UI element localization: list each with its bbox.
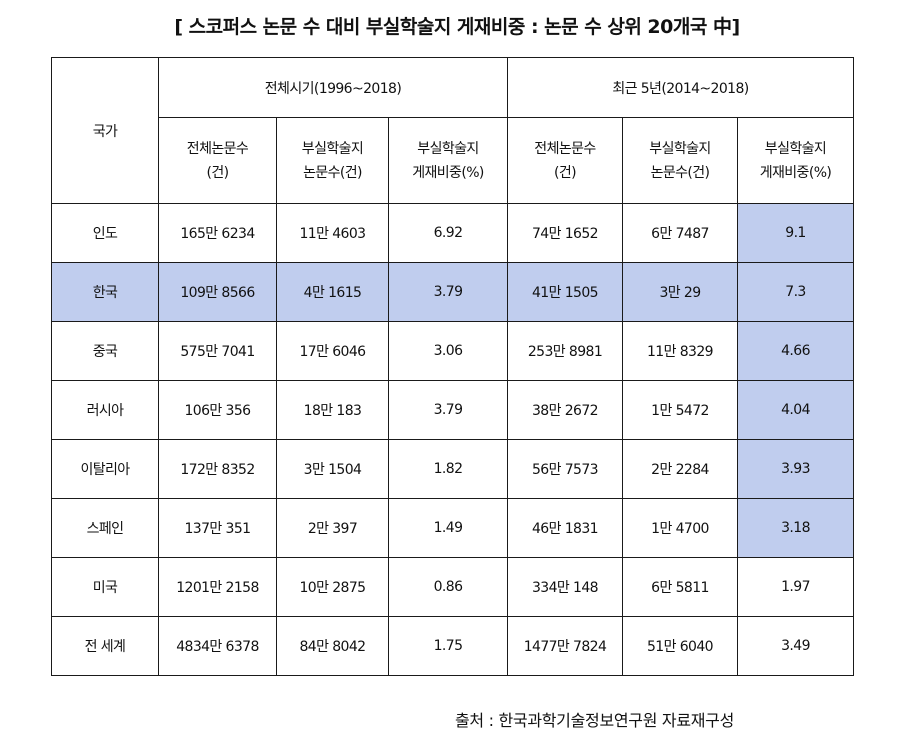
all-total-cell: 575만 7041 xyxy=(158,321,277,381)
recent-total-cell: 56만 7573 xyxy=(507,439,623,499)
all-total-cell: 1201만 2158 xyxy=(158,557,277,617)
table-row: 러시아 106만 356 18만 183 3.79 38만 2672 1만 54… xyxy=(51,380,854,440)
country-cell: 러시아 xyxy=(51,380,159,440)
col-header-all-predatory: 부실학술지 논문수(건) xyxy=(276,117,389,204)
all-share-cell: 3.79 xyxy=(388,380,508,440)
all-predatory-cell: 18만 183 xyxy=(276,380,389,440)
table-row: 이탈리아 172만 8352 3만 1504 1.82 56만 7573 2만 … xyxy=(51,439,854,499)
table-row-korea-highlighted: 한국 109만 8566 4만 1615 3.79 41만 1505 3만 29… xyxy=(51,262,854,322)
recent-total-cell: 74만 1652 xyxy=(507,203,623,263)
recent-total-cell: 38만 2672 xyxy=(507,380,623,440)
recent-total-cell: 334만 148 xyxy=(507,557,623,617)
country-cell: 미국 xyxy=(51,557,159,617)
country-header: 국가 xyxy=(51,57,159,204)
country-cell: 인도 xyxy=(51,203,159,263)
recent-total-cell: 46만 1831 xyxy=(507,498,623,558)
recent-total-cell: 253만 8981 xyxy=(507,321,623,381)
table-row: 인도 165만 6234 11만 4603 6.92 74만 1652 6만 7… xyxy=(51,203,854,263)
all-share-cell: 6.92 xyxy=(388,203,508,263)
col-header-recent-share: 부실학술지 게재비중(%) xyxy=(737,117,854,204)
all-total-cell: 109만 8566 xyxy=(158,262,277,322)
all-predatory-cell: 17만 6046 xyxy=(276,321,389,381)
source-note: 출처 : 한국과학기술정보연구원 자료재구성 xyxy=(455,711,735,730)
all-predatory-cell: 4만 1615 xyxy=(276,262,389,322)
all-total-cell: 165만 6234 xyxy=(158,203,277,263)
recent-share-cell: 7.3 xyxy=(737,262,854,322)
table-row: 미국 1201만 2158 10만 2875 0.86 334만 148 6만 … xyxy=(51,557,854,617)
country-cell: 스페인 xyxy=(51,498,159,558)
all-predatory-cell: 2만 397 xyxy=(276,498,389,558)
country-cell: 전 세계 xyxy=(51,616,159,676)
all-predatory-cell: 11만 4603 xyxy=(276,203,389,263)
all-share-cell: 1.49 xyxy=(388,498,508,558)
recent-share-cell: 1.97 xyxy=(737,557,854,617)
table-row: 중국 575만 7041 17만 6046 3.06 253만 8981 11만… xyxy=(51,321,854,381)
table-row: 스페인 137만 351 2만 397 1.49 46만 1831 1만 470… xyxy=(51,498,854,558)
table-title: [ 스코퍼스 논문 수 대비 부실학술지 게재비중 : 논문 수 상위 20개국… xyxy=(174,16,740,38)
recent-share-cell: 4.04 xyxy=(737,380,854,440)
recent-predatory-cell: 11만 8329 xyxy=(622,321,738,381)
all-share-cell: 3.79 xyxy=(388,262,508,322)
recent-predatory-cell: 1만 4700 xyxy=(622,498,738,558)
all-share-cell: 1.75 xyxy=(388,616,508,676)
recent-share-cell: 3.49 xyxy=(737,616,854,676)
table-row-world-total: 전 세계 4834만 6378 84만 8042 1.75 1477만 7824… xyxy=(51,616,854,676)
predatory-journal-table: 국가 전체시기(1996~2018) 최근 5년(2014~2018) 전체논문… xyxy=(51,57,854,676)
recent-share-cell: 3.18 xyxy=(737,498,854,558)
country-cell: 중국 xyxy=(51,321,159,381)
all-total-cell: 4834만 6378 xyxy=(158,616,277,676)
all-predatory-cell: 10만 2875 xyxy=(276,557,389,617)
group-header-all-period: 전체시기(1996~2018) xyxy=(158,57,508,118)
recent-predatory-cell: 51만 6040 xyxy=(622,616,738,676)
country-cell: 이탈리아 xyxy=(51,439,159,499)
recent-predatory-cell: 3만 29 xyxy=(622,262,738,322)
col-header-all-share: 부실학술지 게재비중(%) xyxy=(388,117,508,204)
recent-predatory-cell: 2만 2284 xyxy=(622,439,738,499)
all-share-cell: 3.06 xyxy=(388,321,508,381)
recent-share-cell: 3.93 xyxy=(737,439,854,499)
recent-predatory-cell: 6만 5811 xyxy=(622,557,738,617)
group-header-recent-5y: 최근 5년(2014~2018) xyxy=(507,57,854,118)
col-header-all-total: 전체논문수 (건) xyxy=(158,117,277,204)
country-cell: 한국 xyxy=(51,262,159,322)
all-share-cell: 0.86 xyxy=(388,557,508,617)
all-predatory-cell: 84만 8042 xyxy=(276,616,389,676)
recent-total-cell: 41만 1505 xyxy=(507,262,623,322)
all-predatory-cell: 3만 1504 xyxy=(276,439,389,499)
col-header-recent-predatory: 부실학술지 논문수(건) xyxy=(622,117,738,204)
recent-total-cell: 1477만 7824 xyxy=(507,616,623,676)
all-total-cell: 137만 351 xyxy=(158,498,277,558)
recent-share-cell: 4.66 xyxy=(737,321,854,381)
recent-predatory-cell: 6만 7487 xyxy=(622,203,738,263)
recent-predatory-cell: 1만 5472 xyxy=(622,380,738,440)
col-header-recent-total: 전체논문수 (건) xyxy=(507,117,623,204)
all-total-cell: 172만 8352 xyxy=(158,439,277,499)
recent-share-cell: 9.1 xyxy=(737,203,854,263)
all-total-cell: 106만 356 xyxy=(158,380,277,440)
all-share-cell: 1.82 xyxy=(388,439,508,499)
